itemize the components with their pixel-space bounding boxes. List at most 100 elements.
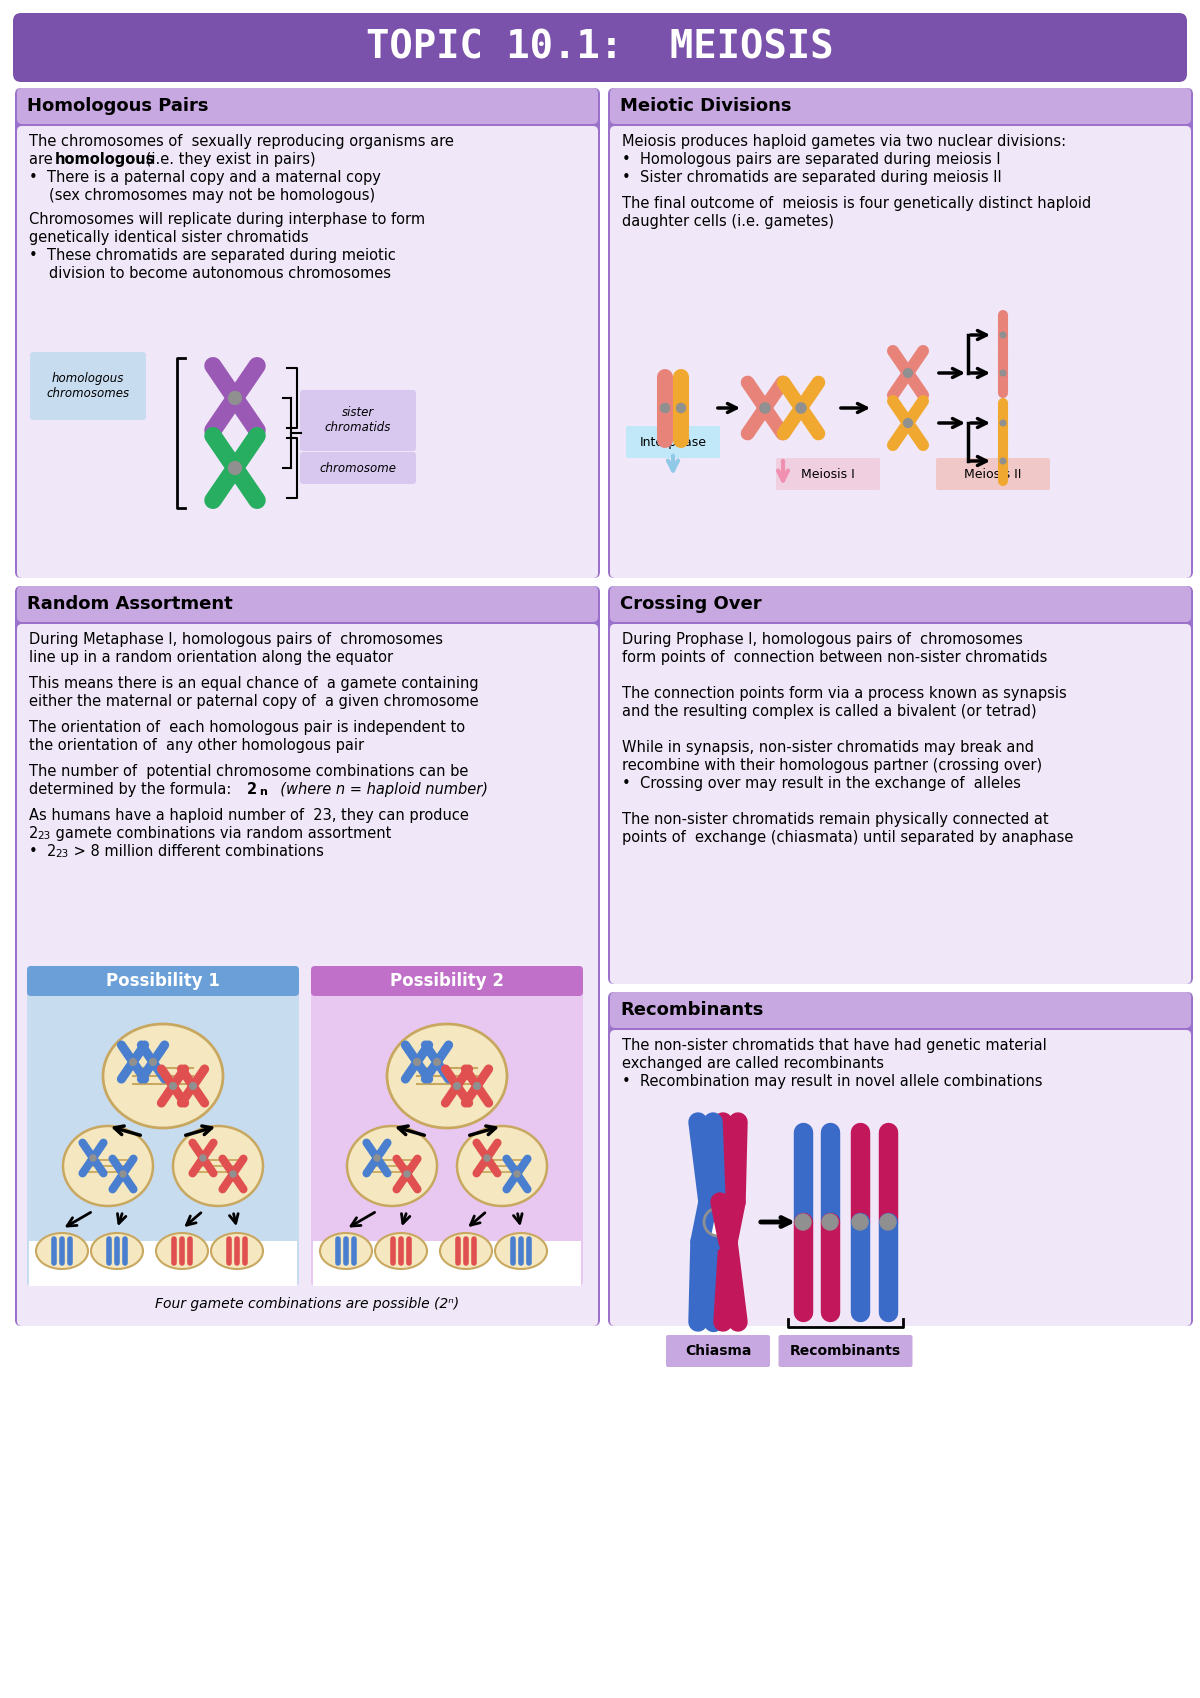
Text: 23: 23 <box>37 830 50 841</box>
FancyBboxPatch shape <box>608 586 1193 985</box>
Text: and the resulting complex is called a bivalent (or tetrad): and the resulting complex is called a bi… <box>622 705 1037 718</box>
Text: Possibility 2: Possibility 2 <box>390 971 504 990</box>
Circle shape <box>150 1058 156 1065</box>
Text: division to become autonomous chromosomes: division to become autonomous chromosome… <box>49 267 391 280</box>
Text: the orientation of  any other homologous pair: the orientation of any other homologous … <box>29 739 364 752</box>
Circle shape <box>796 1214 811 1229</box>
FancyBboxPatch shape <box>17 126 598 577</box>
Circle shape <box>677 404 685 413</box>
FancyBboxPatch shape <box>14 88 600 577</box>
Text: 2: 2 <box>247 783 257 796</box>
Text: During Prophase I, homologous pairs of  chromosomes: During Prophase I, homologous pairs of c… <box>622 632 1022 647</box>
Text: > 8 million different combinations: > 8 million different combinations <box>70 844 324 859</box>
Text: either the maternal or paternal copy of  a given chromosome: either the maternal or paternal copy of … <box>29 694 479 710</box>
Ellipse shape <box>64 1126 154 1206</box>
Text: •  2: • 2 <box>29 844 56 859</box>
Ellipse shape <box>386 1024 508 1127</box>
FancyBboxPatch shape <box>776 458 880 491</box>
Text: Chiasma: Chiasma <box>685 1345 751 1358</box>
Ellipse shape <box>440 1233 492 1268</box>
Circle shape <box>1000 333 1006 338</box>
Text: Meiosis II: Meiosis II <box>965 467 1021 481</box>
Text: Meiosis I: Meiosis I <box>802 467 854 481</box>
FancyBboxPatch shape <box>610 88 1190 124</box>
Text: The orientation of  each homologous pair is independent to: The orientation of each homologous pair … <box>29 720 466 735</box>
FancyBboxPatch shape <box>13 14 1187 82</box>
Circle shape <box>374 1155 380 1161</box>
Circle shape <box>796 402 806 413</box>
FancyBboxPatch shape <box>626 426 720 458</box>
Text: chromosome: chromosome <box>319 462 396 474</box>
Text: The connection points form via a process known as synapsis: The connection points form via a process… <box>622 686 1067 701</box>
Circle shape <box>852 1214 868 1229</box>
Circle shape <box>660 404 670 413</box>
Text: Recombinants: Recombinants <box>620 1002 763 1019</box>
FancyBboxPatch shape <box>610 623 1190 985</box>
Ellipse shape <box>320 1233 372 1268</box>
Ellipse shape <box>347 1126 437 1206</box>
Circle shape <box>200 1155 206 1161</box>
Text: Possibility 1: Possibility 1 <box>106 971 220 990</box>
Circle shape <box>760 402 770 413</box>
FancyBboxPatch shape <box>610 992 1190 1027</box>
Circle shape <box>822 1214 838 1229</box>
Text: form points of  connection between non-sister chromatids: form points of connection between non-si… <box>622 650 1048 666</box>
Ellipse shape <box>103 1024 223 1127</box>
Text: line up in a random orientation along the equator: line up in a random orientation along th… <box>29 650 394 666</box>
Circle shape <box>90 1155 96 1161</box>
Text: sister
chromatids: sister chromatids <box>325 406 391 435</box>
Text: recombine with their homologous partner (crossing over): recombine with their homologous partner … <box>622 757 1042 773</box>
Text: (where n = haploid number): (where n = haploid number) <box>271 783 488 796</box>
Text: homologous: homologous <box>55 153 155 166</box>
Text: Recombinants: Recombinants <box>790 1345 901 1358</box>
Circle shape <box>120 1172 126 1177</box>
FancyBboxPatch shape <box>313 1241 581 1285</box>
FancyBboxPatch shape <box>300 391 416 452</box>
Circle shape <box>454 1083 461 1090</box>
Text: TOPIC 10.1:  MEIOSIS: TOPIC 10.1: MEIOSIS <box>366 29 834 66</box>
Text: gamete combinations via random assortment: gamete combinations via random assortmen… <box>50 825 391 841</box>
Text: During Metaphase I, homologous pairs of  chromosomes: During Metaphase I, homologous pairs of … <box>29 632 443 647</box>
Circle shape <box>228 392 241 404</box>
FancyBboxPatch shape <box>311 966 583 997</box>
Circle shape <box>904 368 912 377</box>
FancyBboxPatch shape <box>666 1335 770 1367</box>
Text: The number of  potential chromosome combinations can be: The number of potential chromosome combi… <box>29 764 468 779</box>
Text: Crossing Over: Crossing Over <box>620 594 762 613</box>
Text: •  There is a paternal copy and a maternal copy: • There is a paternal copy and a materna… <box>29 170 380 185</box>
Ellipse shape <box>36 1233 88 1268</box>
Circle shape <box>130 1058 137 1065</box>
Circle shape <box>169 1083 176 1090</box>
Circle shape <box>1000 458 1006 464</box>
Text: Random Assortment: Random Assortment <box>28 594 233 613</box>
Circle shape <box>433 1058 440 1065</box>
FancyBboxPatch shape <box>936 458 1050 491</box>
Circle shape <box>230 1172 236 1177</box>
FancyBboxPatch shape <box>29 1241 298 1285</box>
FancyBboxPatch shape <box>610 126 1190 577</box>
FancyBboxPatch shape <box>311 966 583 1285</box>
Ellipse shape <box>91 1233 143 1268</box>
FancyBboxPatch shape <box>610 586 1190 621</box>
FancyBboxPatch shape <box>300 452 416 484</box>
FancyBboxPatch shape <box>608 992 1193 1326</box>
FancyBboxPatch shape <box>17 623 598 1326</box>
Text: daughter cells (i.e. gametes): daughter cells (i.e. gametes) <box>622 214 834 229</box>
Text: •  Crossing over may result in the exchange of  alleles: • Crossing over may result in the exchan… <box>622 776 1021 791</box>
Circle shape <box>704 1207 732 1236</box>
Text: The chromosomes of  sexually reproducing organisms are: The chromosomes of sexually reproducing … <box>29 134 454 149</box>
Circle shape <box>414 1058 420 1065</box>
Circle shape <box>880 1214 896 1229</box>
FancyBboxPatch shape <box>28 966 299 997</box>
Text: genetically identical sister chromatids: genetically identical sister chromatids <box>29 229 308 245</box>
Circle shape <box>1000 419 1006 426</box>
Text: •  These chromatids are separated during meiotic: • These chromatids are separated during … <box>29 248 396 263</box>
FancyBboxPatch shape <box>14 586 600 1326</box>
Text: This means there is an equal chance of  a gamete containing: This means there is an equal chance of a… <box>29 676 479 691</box>
Text: (sex chromosomes may not be homologous): (sex chromosomes may not be homologous) <box>49 188 376 204</box>
Text: points of  exchange (chiasmata) until separated by anaphase: points of exchange (chiasmata) until sep… <box>622 830 1073 846</box>
Text: are: are <box>29 153 58 166</box>
Ellipse shape <box>173 1126 263 1206</box>
Text: •  Sister chromatids are separated during meiosis II: • Sister chromatids are separated during… <box>622 170 1002 185</box>
Text: Meiosis produces haploid gametes via two nuclear divisions:: Meiosis produces haploid gametes via two… <box>622 134 1066 149</box>
